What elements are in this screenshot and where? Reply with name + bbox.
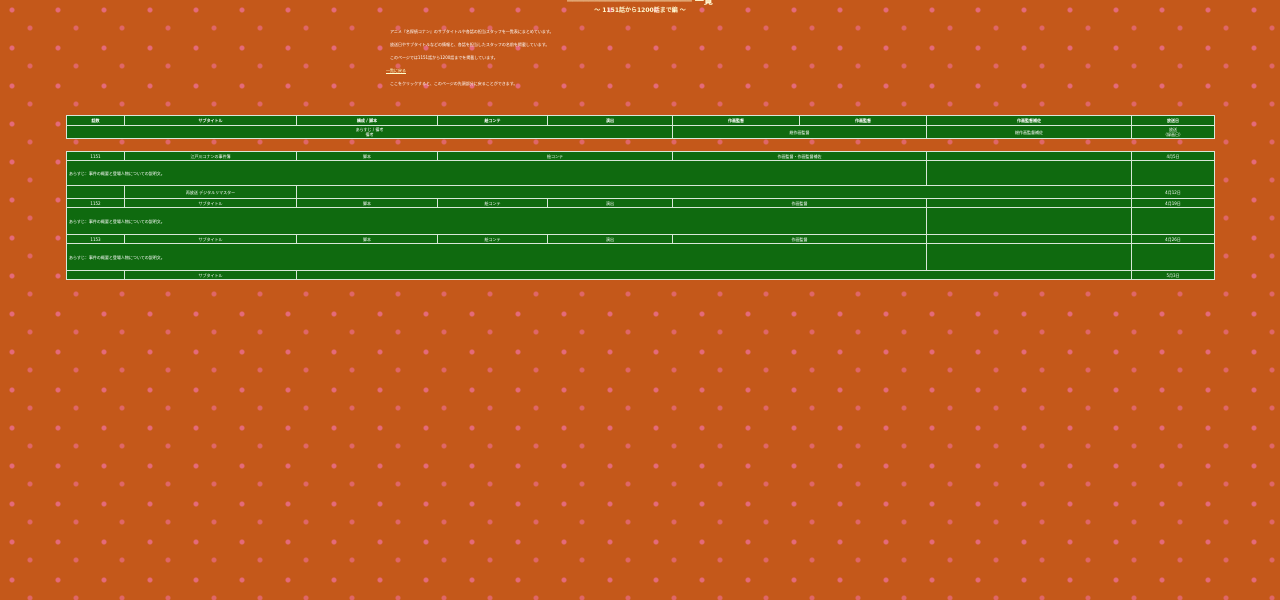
episode-script: 脚本 <box>296 198 438 208</box>
table-row: サブタイトル 5月3日 <box>66 270 1215 280</box>
col-episode: 話数 <box>66 115 125 126</box>
intro-p1: アニメ『名探偵コナン』のサブタイトルや各話の担当スタッフを一覧表にまとめています… <box>386 29 554 34</box>
col-script: 構成 / 脚本 <box>296 115 438 126</box>
episode-animation-director: 作画監督 <box>672 198 927 208</box>
episode-date: 5月3日 <box>1131 270 1215 280</box>
episode-title: 江戸川コナンの事件簿 <box>124 151 297 161</box>
episode-number: 1151 <box>66 151 125 161</box>
episode-date-note <box>1131 160 1215 186</box>
table-row: あらすじ：事件の概要と登場人物についての説明文。 <box>66 160 1215 186</box>
episode-storyboard: 絵コンテ <box>437 151 673 161</box>
episode-title: サブタイトル <box>124 270 297 280</box>
episode-storyboard: 絵コンテ <box>437 198 548 208</box>
episode-number: 1152 <box>66 198 125 208</box>
episode-script: 脚本 <box>296 151 438 161</box>
chief-anim-header: 総作画監督 <box>672 125 927 139</box>
col-animation-assistant: 作画監督補佐 <box>926 115 1132 126</box>
episode-assistant-note <box>926 243 1132 271</box>
episode-staff <box>296 270 1132 280</box>
episode-animation-director: 作画監督 <box>672 234 927 244</box>
episode-number: 1153 <box>66 234 125 244</box>
episode-date: 4月19日 <box>1131 198 1215 208</box>
header-table: 話数 サブタイトル 構成 / 脚本 絵コンテ 演出 作画監督 作画監督 作画監督… <box>66 115 1215 139</box>
episode-direction: 演出 <box>547 198 673 208</box>
intro-p2: 放送日やサブタイトルなどの情報と、各話を担当したスタッフの名前を掲載しています。 <box>386 42 550 47</box>
col-subtitle: サブタイトル <box>124 115 297 126</box>
episode-animation-director: 作画監督・作画監督補佐 <box>672 151 927 161</box>
col-storyboard: 絵コンテ <box>437 115 548 126</box>
table-row: 1153 サブタイトル 脚本 絵コンテ 演出 作画監督 4月26日 <box>66 234 1215 244</box>
episode-direction: 演出 <box>547 234 673 244</box>
episode-synopsis: あらすじ：事件の概要と登場人物についての説明文。 <box>66 243 927 271</box>
episode-synopsis: あらすじ：事件の概要と登場人物についての説明文。 <box>66 160 927 186</box>
page-subtitle: 〜 1151話から1200話まで編 〜 <box>594 7 686 14</box>
episode-date-note <box>1131 243 1215 271</box>
episode-date: 4月26日 <box>1131 234 1215 244</box>
episode-date: 4月5日 <box>1131 151 1215 161</box>
col-animation-director-2: 作画監督 <box>799 115 927 126</box>
table-row: あらすじ：事件の概要と登場人物についての説明文。 <box>66 207 1215 235</box>
episode-number <box>66 270 125 280</box>
table-row: 再放送 デジタルリマスター 4月12日 <box>66 185 1215 199</box>
synopsis-header: あらすじ / 備考 備考 <box>66 125 673 139</box>
col-animation-director: 作画監督 <box>672 115 800 126</box>
col-air-date: 放送日 <box>1131 115 1215 126</box>
page-title: ─────────────────────── 一覧 <box>567 0 713 7</box>
episode-assistant-note <box>926 207 1132 235</box>
episode-script: 脚本 <box>296 234 438 244</box>
table-row: あらすじ：事件の概要と登場人物についての説明文。 <box>66 243 1215 271</box>
intro-p3: このページでは1151話から1200話までを掲載しています。 <box>386 55 498 60</box>
episode-assistant-note <box>926 160 1132 186</box>
episode-assistant <box>926 198 1132 208</box>
intro: アニメ『名探偵コナン』のサブタイトルや各話の担当スタッフを一覧表にまとめています… <box>386 28 806 93</box>
episode-title: サブタイトル <box>124 198 297 208</box>
chief-assistant-header: 総作画監督補佐 <box>926 125 1132 139</box>
episode-storyboard: 絵コンテ <box>437 234 548 244</box>
episode-date-note <box>1131 207 1215 235</box>
title-block: ─────────────────────── 一覧 〜 1151話から1200… <box>0 0 1280 17</box>
episode-synopsis: あらすじ：事件の概要と登場人物についての説明文。 <box>66 207 927 235</box>
intro-note: ここをクリックすると、このページの先頭部分に戻ることができます。 <box>386 81 518 86</box>
episode-table: 1151 江戸川コナンの事件簿 脚本 絵コンテ 作画監督・作画監督補佐 4月5日… <box>66 151 1215 280</box>
episode-title: 再放送 デジタルリマスター <box>124 185 297 199</box>
table-row: 1152 サブタイトル 脚本 絵コンテ 演出 作画監督 4月19日 <box>66 198 1215 208</box>
episode-title: サブタイトル <box>124 234 297 244</box>
back-link[interactable]: 一覧に戻る <box>386 68 406 73</box>
episode-assistant <box>926 151 1132 161</box>
episode-number <box>66 185 125 199</box>
table-row: 1151 江戸川コナンの事件簿 脚本 絵コンテ 作画監督・作画監督補佐 4月5日 <box>66 151 1215 161</box>
episode-staff <box>296 185 1132 199</box>
episode-assistant <box>926 234 1132 244</box>
episode-date: 4月12日 <box>1131 185 1215 199</box>
col-direction: 演出 <box>547 115 673 126</box>
broadcast-header: 放送 （録画日） <box>1131 125 1215 139</box>
